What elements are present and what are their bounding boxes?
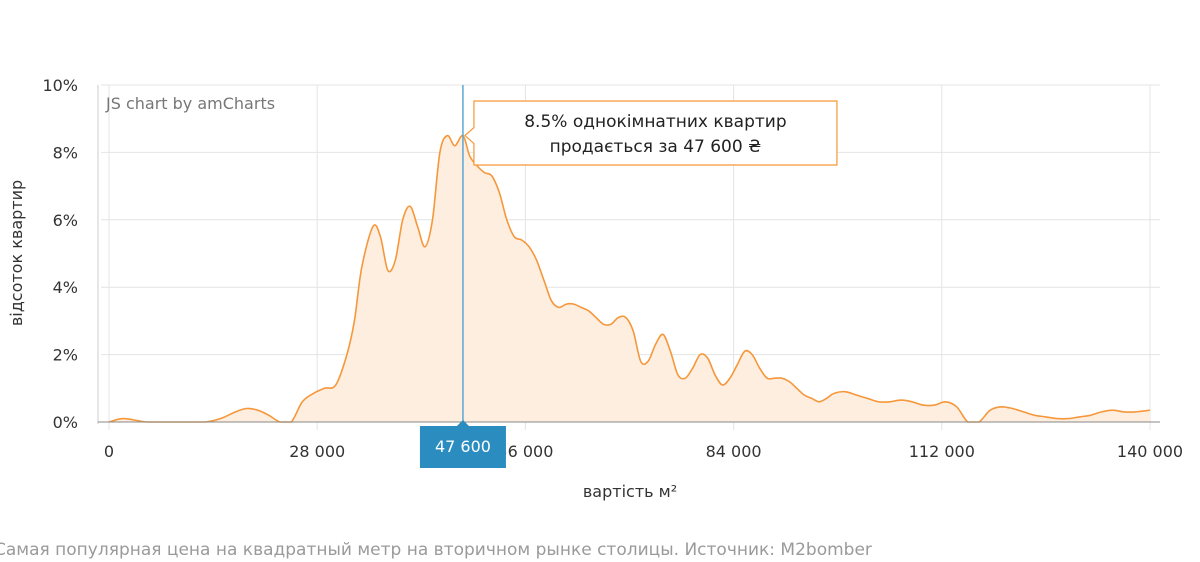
y-tick-label: 10%	[42, 76, 78, 95]
y-tick-label: 2%	[53, 346, 78, 365]
cursor: 8.5% однокімнатних квартир продається за …	[419, 85, 838, 468]
x-tick-label: 28 000	[289, 442, 345, 461]
y-axis-title: відсоток квартир	[7, 180, 26, 326]
area-series	[108, 134, 1151, 423]
y-tick-label: 4%	[53, 278, 78, 297]
balloon-text: продається за 47 600 ₴	[550, 137, 762, 157]
y-tick-label: 0%	[53, 413, 78, 432]
y-tick-label: 8%	[53, 143, 78, 162]
series-line	[108, 134, 1151, 423]
x-tick-label: 140 000	[1117, 442, 1183, 461]
price-distribution-chart: 0% 2% 4% 6% 8% 10% 0 28 000 56 000 84 000 112 000 1…	[7, 76, 1183, 501]
chart-svg: 0% 2% 4% 6% 8% 10% 0 28 000 56 000 84 000 112 000 1…	[7, 76, 1183, 501]
x-tick-label: 56 000	[497, 442, 553, 461]
axes	[97, 85, 1160, 424]
chart-credit[interactable]: JS chart by amCharts	[105, 94, 275, 113]
balloon-box	[464, 100, 838, 166]
x-axis-title: вартість м²	[583, 482, 677, 501]
area-fill	[109, 135, 1150, 422]
y-tick-label: 6%	[53, 211, 78, 230]
x-tick-label: 112 000	[909, 442, 975, 461]
tick-labels: 0% 2% 4% 6% 8% 10% 0 28 000 56 000 84 000 112 000 1…	[42, 76, 1183, 461]
image-caption: Самая популярная цена на квадратный метр…	[0, 540, 872, 560]
cursor-x-label: 47 600	[435, 437, 491, 456]
x-tick-label: 0	[104, 442, 114, 461]
balloon-text: 8.5% однокімнатних квартир	[524, 112, 786, 132]
x-tick-label: 84 000	[706, 442, 762, 461]
cursor-x-label-bg	[419, 420, 506, 468]
